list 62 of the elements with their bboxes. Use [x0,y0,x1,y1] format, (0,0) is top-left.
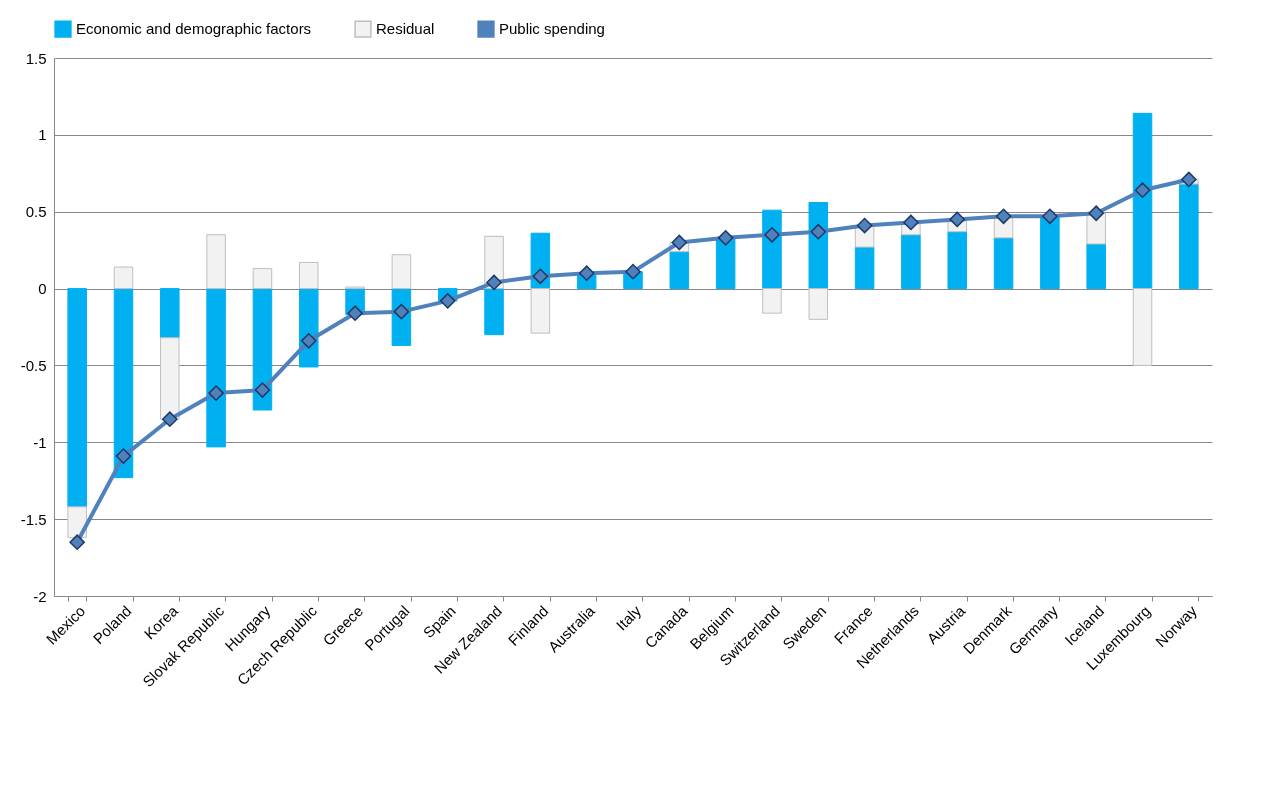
y-tick-label: -0.5 [20,356,47,374]
point [625,263,641,280]
point [208,385,224,401]
bar [160,288,180,339]
legend-label: Public spending [499,20,605,38]
bar [1040,215,1060,290]
bar [947,231,967,290]
bar [206,234,226,290]
y-tick-label: 1 [38,126,47,144]
point [764,226,780,243]
bar [808,288,829,320]
bar [1132,112,1153,290]
bar [669,251,690,290]
bar [206,288,226,448]
point [995,208,1012,225]
point [949,211,966,228]
point [717,230,734,246]
point [1088,205,1105,222]
point [810,223,827,240]
y-tick-label: 0 [38,280,47,298]
bar [484,288,504,336]
y-tick-label: -2 [33,587,47,605]
legend-label: Residual [376,20,435,38]
bar [993,237,1014,290]
point [254,382,271,398]
bar [1086,243,1106,290]
point [300,333,317,349]
point [439,293,456,309]
bar [113,266,134,290]
bar [67,288,87,508]
bar [530,288,551,334]
bar [252,288,273,411]
point [903,214,919,231]
y-tick-label: 0.5 [25,203,47,221]
point [161,411,178,428]
legend-label: Economic and demographic factors [76,20,312,38]
bar [299,261,319,290]
bar [715,237,736,290]
point [532,268,549,285]
point [856,217,873,234]
point [578,265,595,282]
point [69,534,85,551]
bar [1132,288,1153,366]
bar [113,288,134,479]
point [486,274,502,291]
y-tick-label: -1.5 [20,510,47,528]
y-tick-label: -1 [33,433,47,451]
point [671,234,688,251]
bar [252,268,273,290]
bar [901,234,921,290]
bar [160,337,180,420]
y-tick-label: 1.5 [25,49,47,67]
point [347,305,363,321]
point [1181,171,1197,188]
x-tick-label: Italy [612,601,645,634]
bar [1179,183,1199,290]
point [1042,208,1058,225]
bar [391,254,412,290]
point [115,448,132,464]
point [1134,182,1151,199]
bar [762,288,782,314]
bar [854,246,875,290]
